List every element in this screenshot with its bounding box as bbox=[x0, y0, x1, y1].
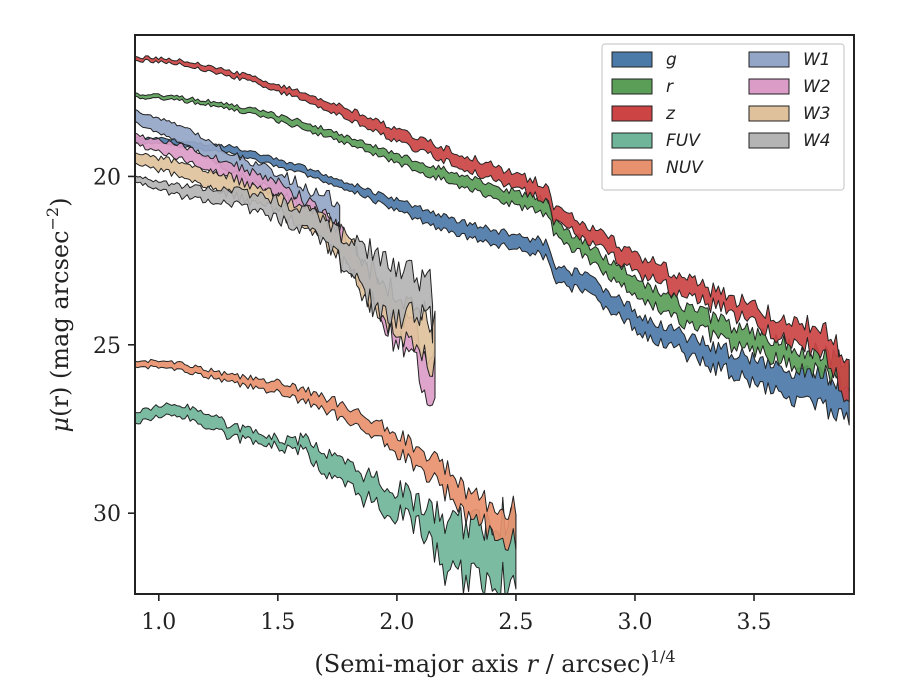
legend-swatch-fuv bbox=[611, 132, 653, 149]
y-tick-label: 25 bbox=[93, 334, 121, 359]
legend-swatch-w3 bbox=[748, 105, 790, 122]
profile-bands bbox=[135, 55, 850, 594]
legend-label-w3: W3 bbox=[803, 104, 831, 124]
x-tick-label: 1.5 bbox=[260, 610, 295, 635]
plot-frame bbox=[134, 34, 855, 595]
legend-swatch-w4 bbox=[748, 132, 790, 149]
legend-swatch-z bbox=[611, 105, 653, 122]
y-axis-ticks: 20 25 30 bbox=[93, 165, 135, 527]
y-tick-label: 30 bbox=[93, 502, 121, 527]
x-axis-label: (Semi-major axis r / arcsec)1/4 bbox=[314, 647, 675, 678]
legend-swatch-r bbox=[611, 78, 653, 95]
legend-label-w1: W1 bbox=[803, 50, 831, 70]
band-nuv bbox=[135, 358, 517, 551]
band-z bbox=[135, 55, 850, 403]
legend-label-w2: W2 bbox=[803, 77, 831, 97]
y-tick-label: 20 bbox=[93, 165, 121, 190]
legend-label-r: r bbox=[666, 77, 674, 97]
legend: grz FUV NUV W1 W2 W3 W4 bbox=[601, 43, 845, 191]
legend-swatch-w2 bbox=[748, 78, 790, 95]
x-tick-label: 3.0 bbox=[617, 610, 652, 635]
x-tick-label: 1.0 bbox=[141, 610, 176, 635]
y-axis-label: μ(r) (mag arcsec−2) bbox=[43, 197, 74, 432]
legend-swatch-g bbox=[611, 51, 653, 68]
legend-label-fuv: FUV bbox=[666, 131, 701, 151]
legend-label-w4: W4 bbox=[803, 131, 831, 151]
legend-label-nuv: NUV bbox=[666, 158, 704, 178]
x-tick-label: 3.5 bbox=[737, 610, 772, 635]
legend-label-g: g bbox=[666, 50, 677, 70]
band-g bbox=[135, 135, 850, 426]
band-fuv bbox=[135, 402, 517, 594]
x-tick-label: 2.5 bbox=[498, 610, 533, 635]
legend-label-z: z bbox=[665, 104, 676, 124]
x-tick-label: 2.0 bbox=[379, 610, 414, 635]
x-axis-ticks: 1.0 1.5 2.0 2.5 3.0 3.5 bbox=[141, 594, 772, 635]
legend-swatch-w1 bbox=[748, 51, 790, 68]
band-w4 bbox=[135, 175, 434, 344]
legend-swatch-nuv bbox=[611, 159, 653, 176]
